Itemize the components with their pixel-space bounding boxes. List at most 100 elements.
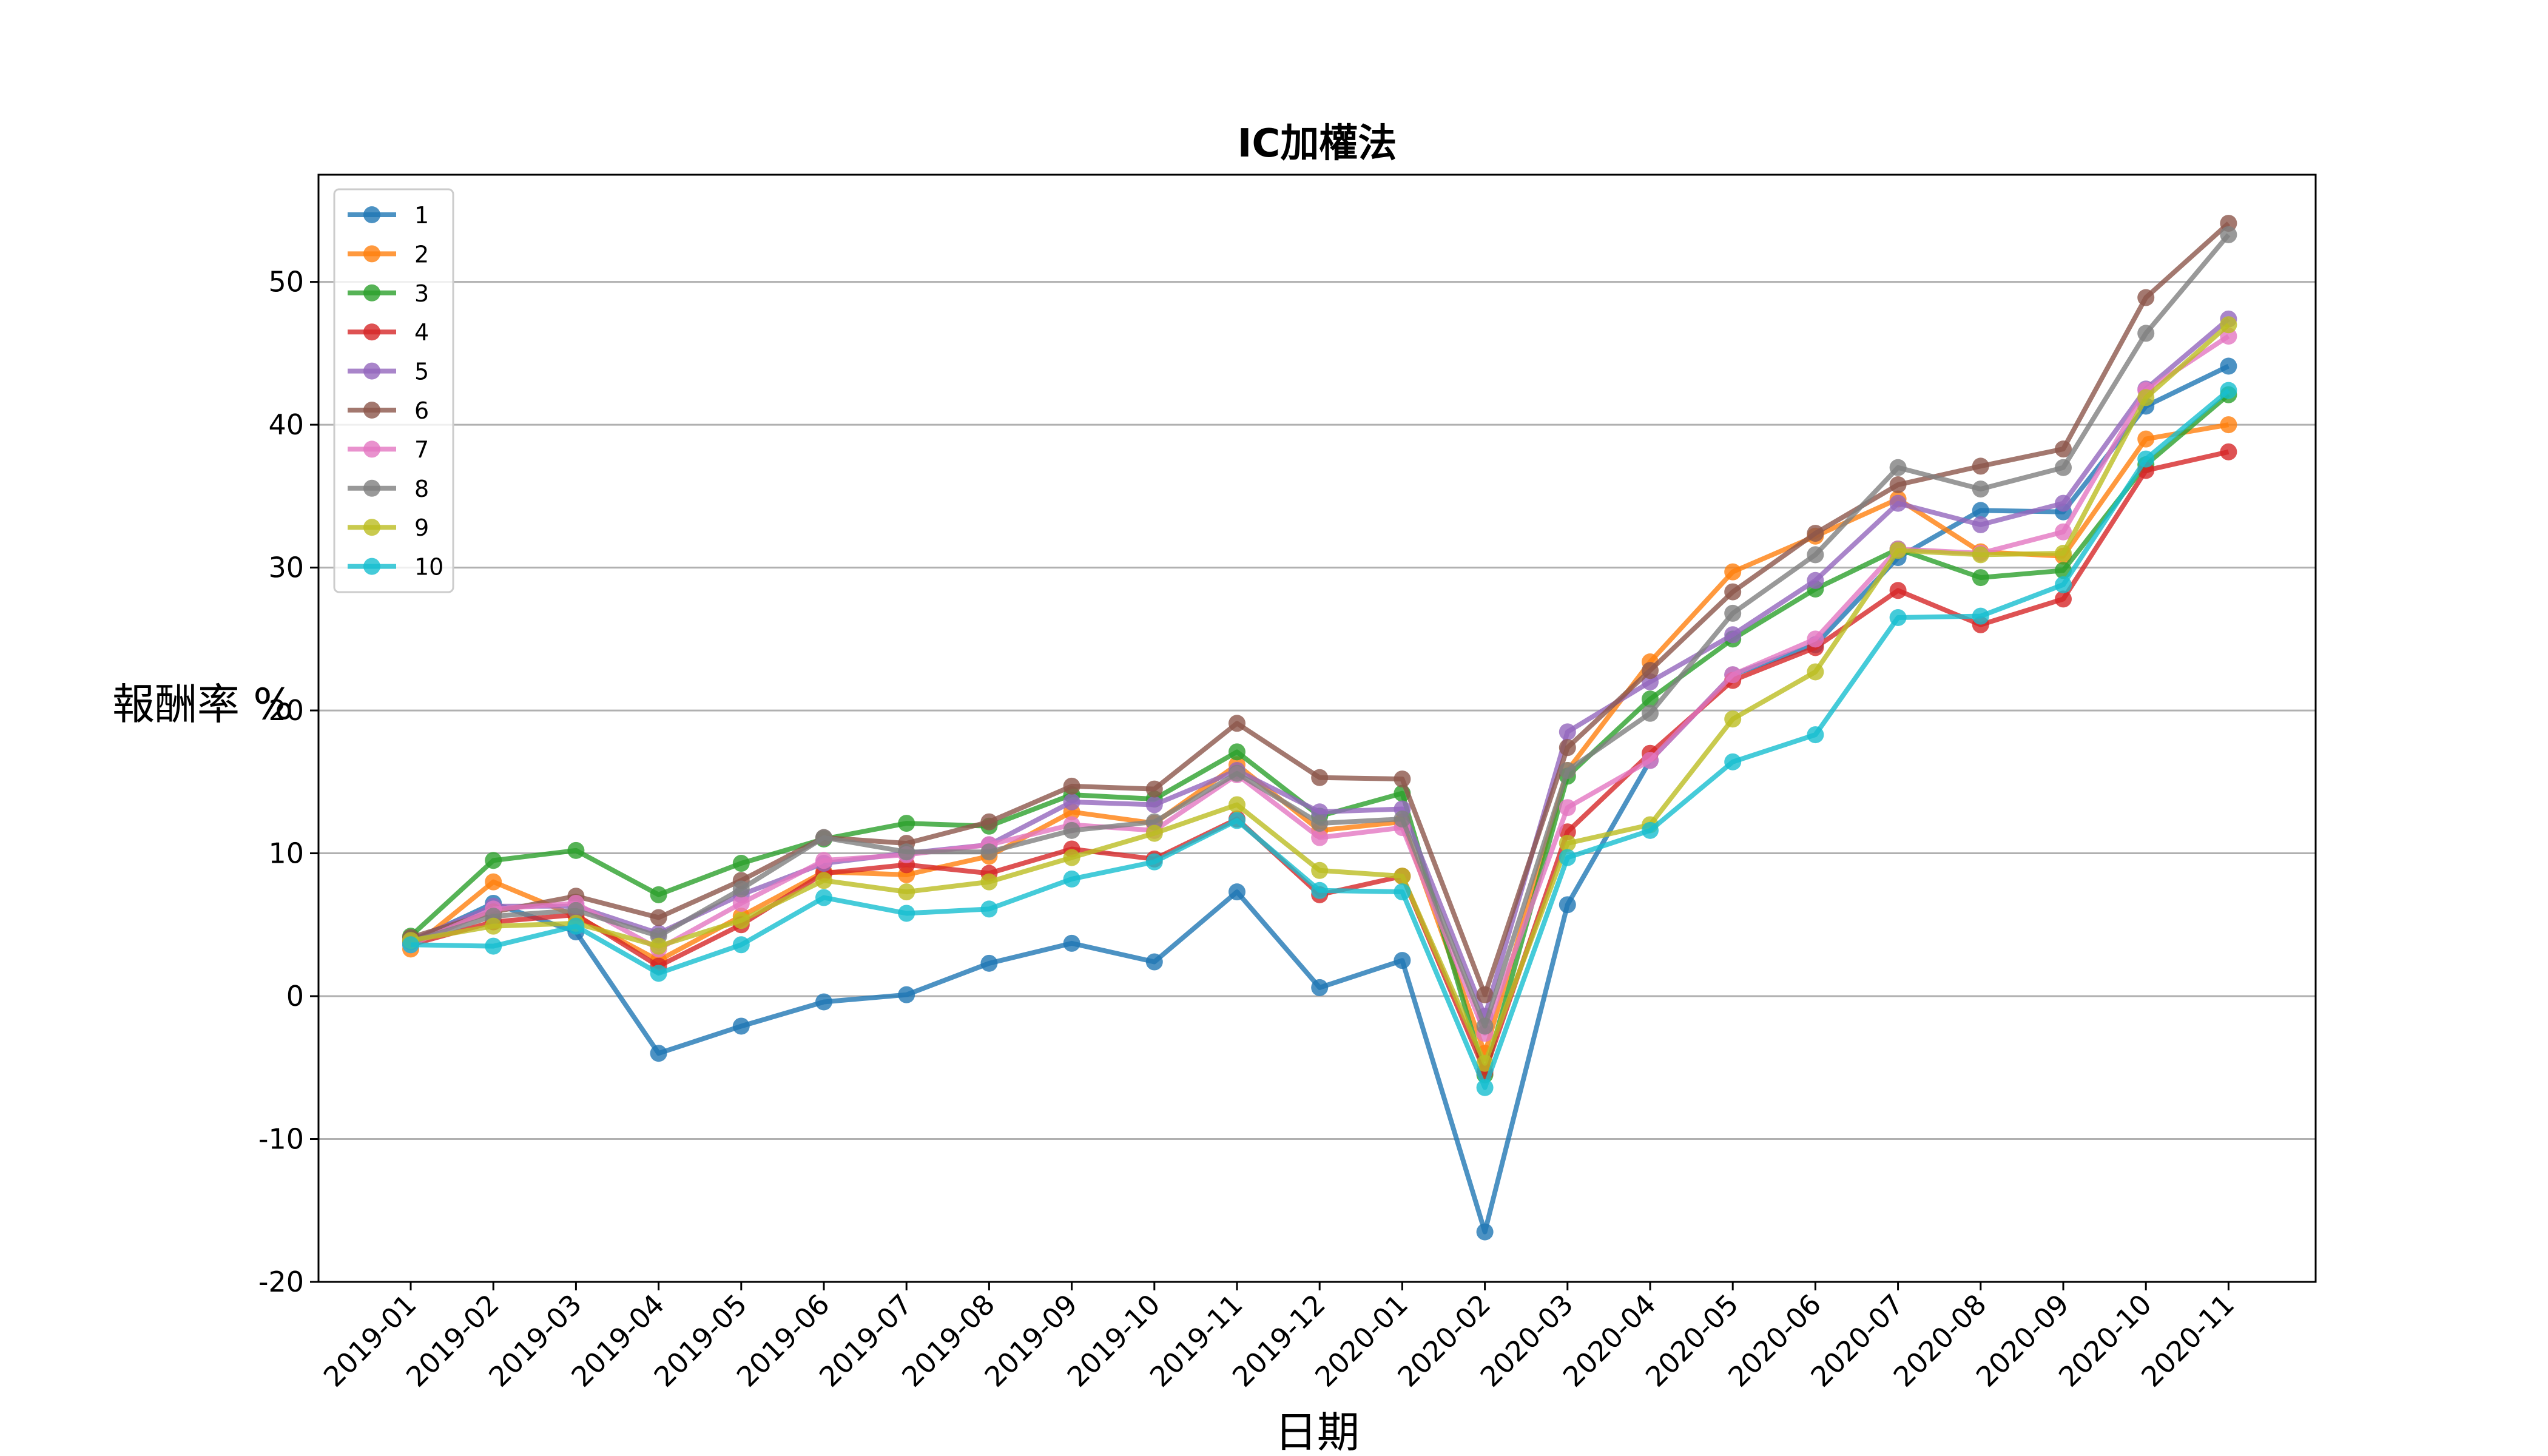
data-point: [1972, 546, 1989, 564]
legend-label: 5: [414, 359, 429, 385]
data-point: [2137, 450, 2155, 468]
data-point: [1394, 883, 1411, 901]
data-point: [980, 954, 998, 972]
data-point: [1972, 457, 1989, 475]
legend-item: 2: [348, 241, 429, 268]
plot-area: [318, 175, 2316, 1282]
data-point: [1807, 525, 1824, 542]
data-point: [1559, 799, 1576, 817]
data-point: [1889, 609, 1907, 626]
data-point: [1807, 546, 1824, 564]
data-point: [1394, 868, 1411, 885]
data-point: [650, 909, 667, 926]
data-point: [1559, 896, 1576, 914]
legend-item: 3: [348, 280, 429, 307]
data-point: [1145, 853, 1163, 871]
data-point: [2220, 416, 2237, 434]
data-point: [567, 841, 585, 859]
data-point: [1311, 861, 1329, 879]
legend-label: 9: [414, 514, 429, 541]
data-point: [2055, 590, 2072, 608]
data-point: [1394, 811, 1411, 828]
data-point: [1724, 583, 1742, 601]
y-axis: -20 -10 0 10 20 30 40 50: [258, 266, 318, 1298]
data-point: [980, 873, 998, 891]
data-point: [898, 815, 915, 832]
data-point: [1311, 881, 1329, 899]
legend: 1 2 3 4 5 6 7 8 9 10: [333, 188, 454, 593]
data-point: [1145, 953, 1163, 971]
data-point: [980, 813, 998, 831]
data-point: [650, 965, 667, 982]
data-point: [898, 843, 915, 861]
data-point: [2055, 576, 2072, 593]
data-point: [2055, 545, 2072, 562]
data-point: [815, 852, 832, 869]
data-point: [2055, 440, 2072, 458]
data-point: [1642, 821, 1659, 839]
legend-swatch-marker: [363, 519, 380, 536]
data-point: [1972, 480, 1989, 498]
data-point: [732, 880, 750, 898]
data-point: [1311, 829, 1329, 846]
legend-swatch-marker: [363, 362, 380, 380]
data-point: [815, 889, 832, 906]
y-axis-label: 報酬率 %: [112, 679, 294, 729]
data-point: [2055, 523, 2072, 541]
legend-swatch-marker: [363, 558, 380, 575]
data-point: [1476, 1223, 1494, 1241]
data-point: [898, 905, 915, 922]
y-tick-label: 30: [268, 551, 304, 584]
data-point: [732, 894, 750, 912]
data-point: [815, 829, 832, 846]
data-point: [1228, 715, 1245, 732]
y-tick-label: -10: [258, 1123, 304, 1156]
data-point: [1642, 704, 1659, 722]
y-tick-label: 10: [268, 837, 304, 870]
data-point: [485, 873, 502, 891]
data-point: [2137, 289, 2155, 306]
data-point: [1724, 626, 1742, 644]
data-point: [1063, 870, 1080, 888]
data-point: [1724, 753, 1742, 770]
data-point: [1311, 815, 1329, 832]
data-point: [2137, 430, 2155, 448]
y-tick-label: 40: [268, 408, 304, 441]
data-point: [1063, 849, 1080, 866]
data-point: [1311, 979, 1329, 996]
data-point: [1559, 849, 1576, 866]
series-layer: [402, 215, 2237, 1241]
data-point: [815, 993, 832, 1011]
data-point: [2220, 357, 2237, 375]
data-point: [2055, 494, 2072, 512]
data-point: [402, 936, 419, 954]
series-8: [402, 226, 2237, 1035]
data-point: [1724, 604, 1742, 622]
legend-item: 1: [348, 202, 429, 229]
data-point: [1228, 883, 1245, 901]
data-point: [1228, 764, 1245, 782]
data-point: [1559, 835, 1576, 852]
legend-label: 8: [414, 476, 429, 502]
data-point: [1559, 723, 1576, 741]
data-point: [1228, 796, 1245, 814]
data-point: [2220, 382, 2237, 399]
legend-item: 6: [348, 397, 429, 424]
data-point: [650, 886, 667, 903]
data-point: [1228, 812, 1245, 829]
data-point: [1807, 663, 1824, 681]
data-point: [1394, 770, 1411, 788]
legend-item: 7: [348, 436, 429, 463]
legend-swatch-marker: [363, 323, 380, 341]
legend-item: 4: [348, 319, 429, 346]
data-point: [485, 937, 502, 955]
data-point: [1889, 476, 1907, 493]
data-point: [1724, 666, 1742, 684]
series-10: [402, 382, 2237, 1096]
data-point: [1145, 780, 1163, 798]
data-point: [1476, 1079, 1494, 1096]
data-point: [1476, 986, 1494, 1003]
data-point: [1145, 824, 1163, 842]
data-point: [1972, 607, 1989, 625]
